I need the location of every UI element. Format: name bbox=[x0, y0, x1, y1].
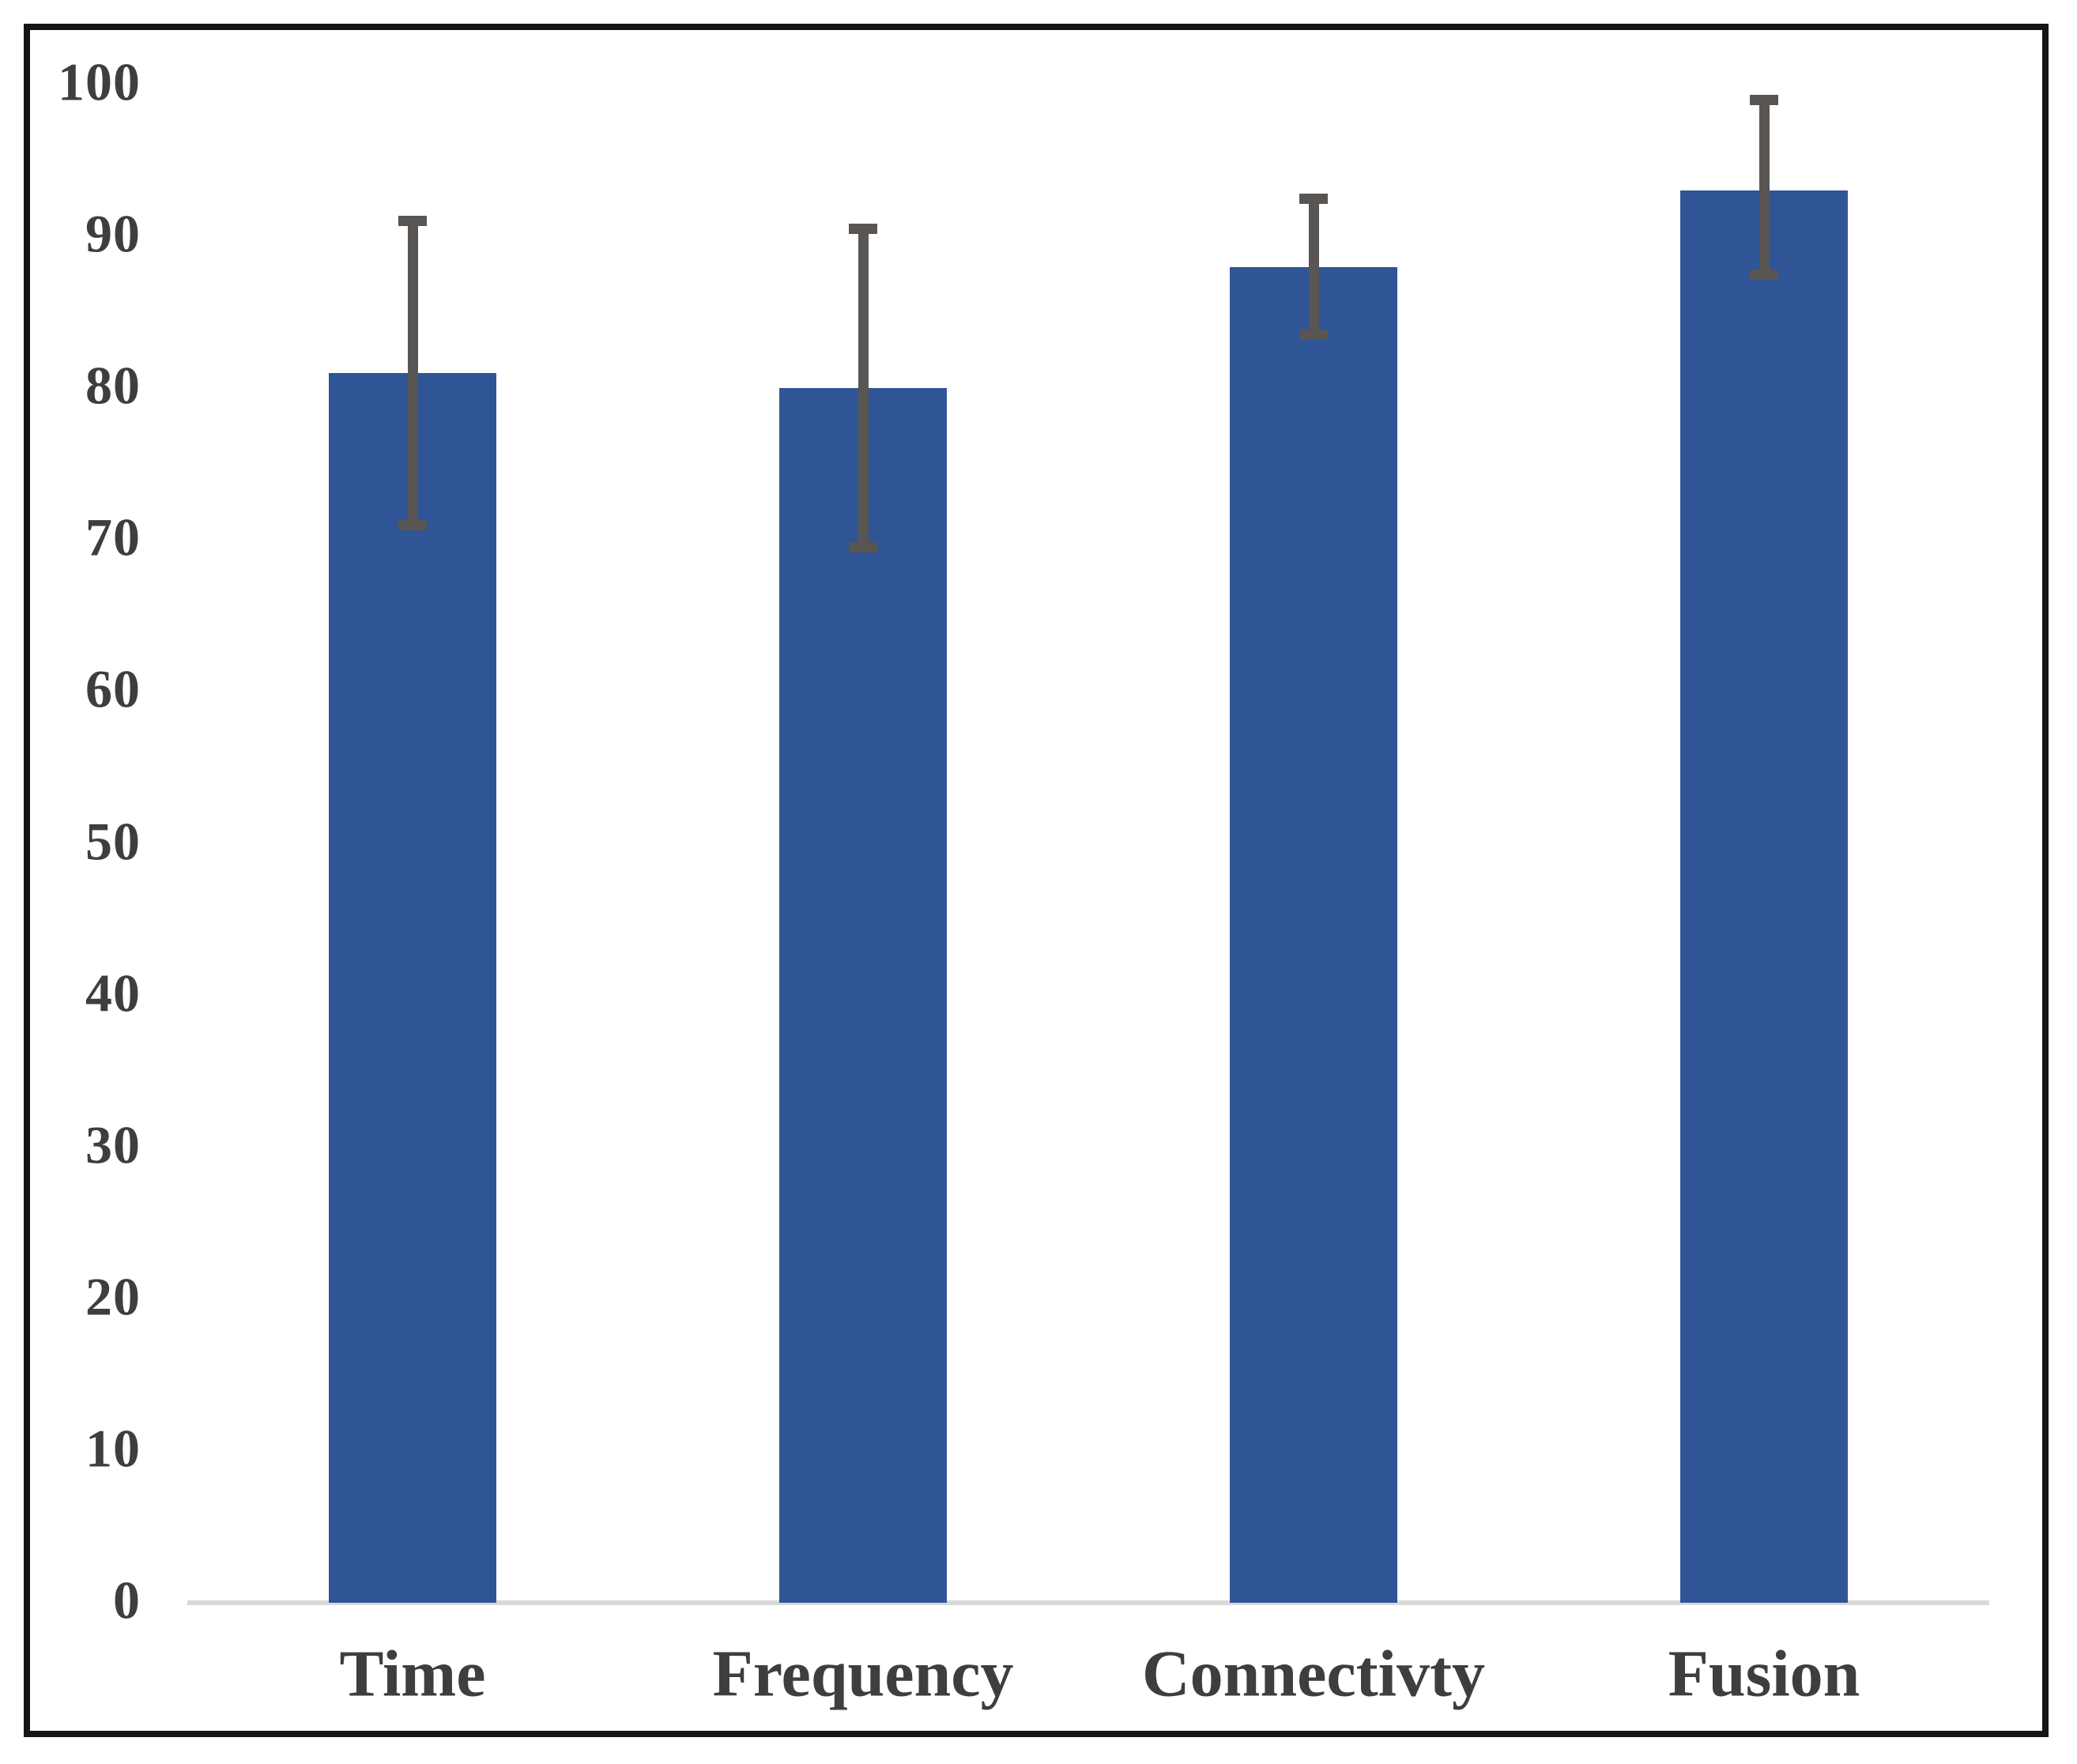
x-category-label-connectivty: Connectivty bbox=[1142, 1637, 1485, 1711]
x-axis-line bbox=[187, 1600, 1989, 1605]
y-tick-label-0: 0 bbox=[113, 1570, 141, 1630]
error-bar-stem-time bbox=[407, 220, 418, 526]
error-bar-bottom-cap-time bbox=[398, 519, 427, 530]
y-tick-label-100: 100 bbox=[58, 51, 141, 112]
bar-frequency bbox=[779, 388, 947, 1603]
error-bar-bottom-cap-connectivty bbox=[1299, 330, 1328, 341]
x-category-label-frequency: Frequency bbox=[712, 1637, 1014, 1711]
error-bar-bottom-cap-frequency bbox=[849, 542, 877, 553]
y-tick-label-10: 10 bbox=[85, 1418, 141, 1479]
error-bar-bottom-cap-fusion bbox=[1750, 269, 1778, 280]
error-bar-stem-frequency bbox=[858, 228, 869, 548]
bar-fusion bbox=[1680, 190, 1848, 1603]
y-tick-label-80: 80 bbox=[85, 355, 141, 416]
x-category-label-fusion: Fusion bbox=[1668, 1637, 1860, 1711]
y-tick-label-90: 90 bbox=[85, 203, 141, 264]
bar-connectivty bbox=[1230, 266, 1397, 1603]
y-tick-label-40: 40 bbox=[85, 962, 141, 1023]
error-bar-top-cap-fusion bbox=[1750, 94, 1778, 105]
y-tick-label-30: 30 bbox=[85, 1114, 141, 1175]
y-tick-label-70: 70 bbox=[85, 507, 141, 567]
y-tick-label-20: 20 bbox=[85, 1266, 141, 1327]
error-bar-top-cap-frequency bbox=[849, 223, 877, 234]
error-bar-stem-fusion bbox=[1758, 100, 1770, 275]
bar-time bbox=[329, 372, 496, 1603]
error-bar-top-cap-time bbox=[398, 216, 427, 227]
error-bar-stem-connectivty bbox=[1308, 198, 1319, 335]
x-category-label-time: Time bbox=[339, 1637, 486, 1711]
error-bar-top-cap-connectivty bbox=[1299, 193, 1328, 204]
y-tick-label-60: 60 bbox=[85, 658, 141, 719]
y-tick-label-50: 50 bbox=[85, 810, 141, 871]
